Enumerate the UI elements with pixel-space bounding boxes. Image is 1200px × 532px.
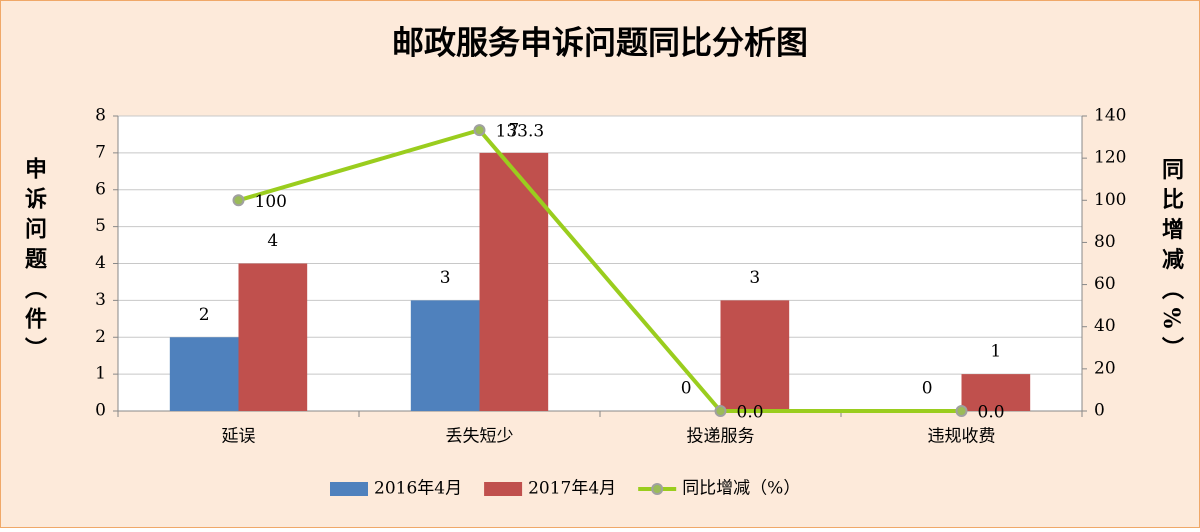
data-label: 3	[749, 268, 760, 288]
line-marker	[714, 405, 727, 417]
y2-tick-label: 40	[1094, 316, 1116, 336]
data-label: 3	[440, 268, 451, 288]
legend-swatch	[651, 483, 664, 495]
chart-title: 邮政服务申诉问题同比分析图	[392, 24, 808, 62]
y-tick-label: 4	[95, 253, 106, 273]
y2-tick-label: 60	[1094, 274, 1116, 294]
data-label: 7	[508, 120, 519, 140]
data-label: 0.0	[737, 403, 764, 423]
y-tick-label: 3	[95, 290, 106, 310]
bar	[169, 337, 239, 411]
line	[237, 127, 962, 413]
data-label: 100	[255, 192, 287, 212]
y-axis-label: 申诉问题（件）	[21, 157, 47, 367]
bar	[720, 300, 790, 411]
y-tick-label: 2	[95, 327, 106, 347]
bar	[410, 300, 480, 411]
y-tick-label: 7	[95, 142, 106, 162]
data-label: 0	[681, 379, 692, 399]
bar	[479, 152, 549, 411]
y-tick-label: 5	[95, 216, 106, 236]
legend-swatch	[330, 482, 368, 496]
data-label: 0	[922, 379, 933, 399]
data-label: 0.0	[978, 403, 1005, 423]
legend-label: 同比增减（%）	[682, 479, 800, 499]
y-tick-label: 0	[95, 401, 106, 421]
legend-label: 2017年4月	[528, 479, 616, 499]
bar	[238, 263, 308, 411]
y2-tick-label: 20	[1094, 358, 1116, 378]
line-marker	[955, 405, 968, 417]
line-marker	[473, 124, 486, 137]
data-label: 2	[199, 305, 210, 325]
bar	[961, 374, 1031, 411]
x-tick-label: 违规收费	[928, 427, 996, 447]
y2-tick-label: 0	[1094, 401, 1105, 421]
data-label: 133.3	[496, 122, 545, 142]
x-tick-label: 延误	[222, 427, 256, 447]
legend-swatch	[484, 482, 523, 496]
y2-tick-label: 80	[1094, 232, 1116, 252]
x-tick-label: 丢失短少	[446, 427, 514, 447]
y2-axis-label: 同比增减（%）	[1158, 158, 1184, 367]
x-tick-label: 投递服务	[687, 427, 755, 447]
line-marker	[232, 194, 245, 207]
y2-tick-label: 120	[1094, 148, 1126, 168]
y2-tick-label: 100	[1094, 190, 1126, 210]
data-label: 1	[990, 342, 1001, 362]
legend-label: 2016年4月	[374, 479, 462, 499]
data-label: 4	[267, 231, 278, 251]
y2-tick-label: 140	[1094, 106, 1126, 126]
y-tick-label: 1	[95, 364, 106, 384]
y-tick-label: 8	[95, 106, 106, 126]
y-tick-label: 6	[95, 179, 106, 199]
